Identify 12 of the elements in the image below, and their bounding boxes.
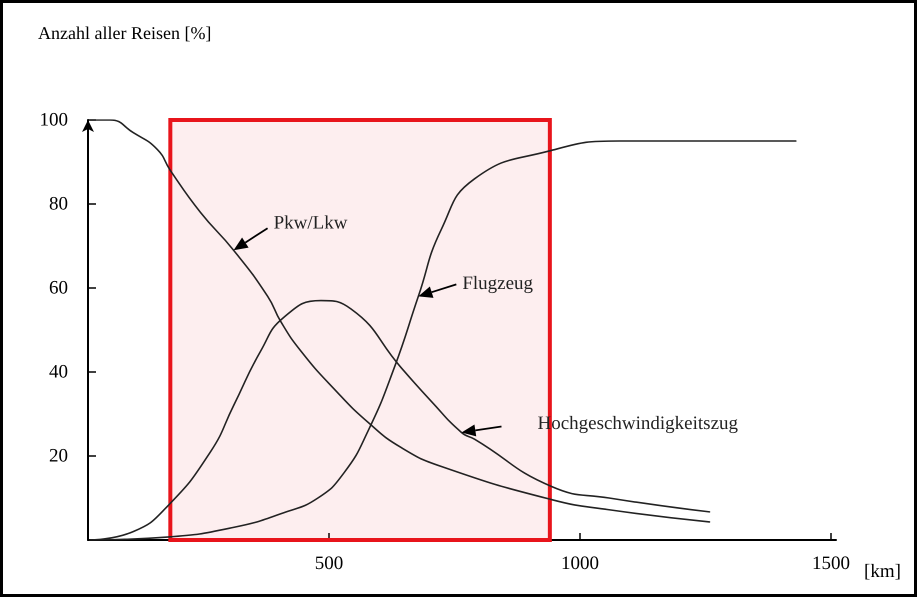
y-tick-label: 80 (49, 194, 68, 214)
y-tick-label: 100 (40, 110, 68, 130)
x-axis-title: [km] (864, 561, 901, 582)
y-tick-label: 20 (49, 446, 68, 466)
series-label: Flugzeug (462, 272, 534, 294)
x-tick-label: 1000 (560, 553, 599, 574)
y-axis-title: Anzahl aller Reisen [%] (38, 23, 212, 43)
x-tick-label: 500 (314, 553, 344, 574)
y-tick-label: 60 (49, 278, 68, 298)
text: Pkw/Lkw (274, 212, 348, 234)
y-tick-label: 40 (49, 362, 68, 382)
x-tick-label: 1500 (812, 553, 850, 574)
